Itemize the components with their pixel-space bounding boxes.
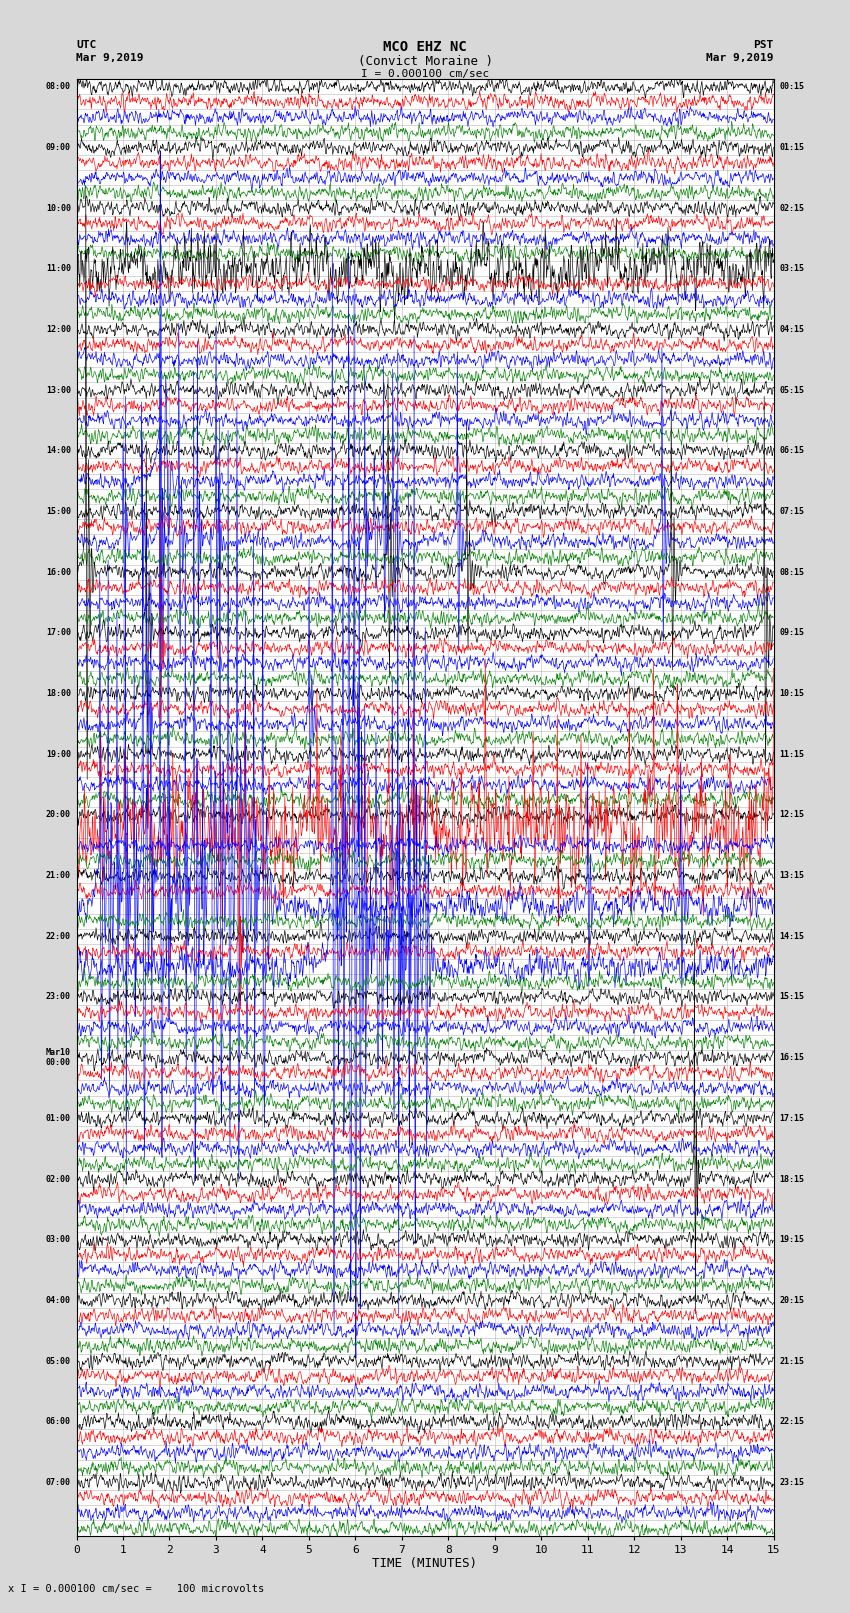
Text: 12:00: 12:00 <box>46 324 71 334</box>
Text: 19:00: 19:00 <box>46 750 71 758</box>
Text: 05:15: 05:15 <box>779 386 804 395</box>
Text: 11:00: 11:00 <box>46 265 71 273</box>
Text: 09:00: 09:00 <box>46 144 71 152</box>
Text: 18:00: 18:00 <box>46 689 71 698</box>
Text: 23:00: 23:00 <box>46 992 71 1002</box>
Text: 06:15: 06:15 <box>779 447 804 455</box>
Text: 14:00: 14:00 <box>46 447 71 455</box>
Text: 22:00: 22:00 <box>46 932 71 940</box>
Text: I = 0.000100 cm/sec: I = 0.000100 cm/sec <box>361 69 489 79</box>
Text: 12:15: 12:15 <box>779 810 804 819</box>
Text: 10:15: 10:15 <box>779 689 804 698</box>
Text: UTC: UTC <box>76 40 97 50</box>
Text: 11:15: 11:15 <box>779 750 804 758</box>
Text: 20:15: 20:15 <box>779 1295 804 1305</box>
Text: 08:00: 08:00 <box>46 82 71 90</box>
Text: 16:00: 16:00 <box>46 568 71 576</box>
Text: 04:00: 04:00 <box>46 1295 71 1305</box>
Text: 07:00: 07:00 <box>46 1478 71 1487</box>
Text: 21:15: 21:15 <box>779 1357 804 1366</box>
Text: 00:15: 00:15 <box>779 82 804 90</box>
Text: 01:15: 01:15 <box>779 144 804 152</box>
Text: 14:15: 14:15 <box>779 932 804 940</box>
Text: x I = 0.000100 cm/sec =    100 microvolts: x I = 0.000100 cm/sec = 100 microvolts <box>8 1584 264 1594</box>
Text: 18:15: 18:15 <box>779 1174 804 1184</box>
Text: 13:15: 13:15 <box>779 871 804 881</box>
X-axis label: TIME (MINUTES): TIME (MINUTES) <box>372 1558 478 1571</box>
Text: 21:00: 21:00 <box>46 871 71 881</box>
Text: 17:00: 17:00 <box>46 629 71 637</box>
Text: PST: PST <box>753 40 774 50</box>
Text: 03:00: 03:00 <box>46 1236 71 1244</box>
Text: Mar 9,2019: Mar 9,2019 <box>706 53 774 63</box>
Text: 23:15: 23:15 <box>779 1478 804 1487</box>
Text: 22:15: 22:15 <box>779 1418 804 1426</box>
Text: 19:15: 19:15 <box>779 1236 804 1244</box>
Text: 08:15: 08:15 <box>779 568 804 576</box>
Text: 06:00: 06:00 <box>46 1418 71 1426</box>
Text: 04:15: 04:15 <box>779 324 804 334</box>
Text: 13:00: 13:00 <box>46 386 71 395</box>
Text: 17:15: 17:15 <box>779 1115 804 1123</box>
Text: 20:00: 20:00 <box>46 810 71 819</box>
Text: 07:15: 07:15 <box>779 506 804 516</box>
Text: 05:00: 05:00 <box>46 1357 71 1366</box>
Text: Mar10
00:00: Mar10 00:00 <box>46 1048 71 1068</box>
Text: 16:15: 16:15 <box>779 1053 804 1061</box>
Text: 03:15: 03:15 <box>779 265 804 273</box>
Text: 02:15: 02:15 <box>779 203 804 213</box>
Text: 09:15: 09:15 <box>779 629 804 637</box>
Text: 15:00: 15:00 <box>46 506 71 516</box>
Text: Mar 9,2019: Mar 9,2019 <box>76 53 144 63</box>
Text: 02:00: 02:00 <box>46 1174 71 1184</box>
Text: (Convict Moraine ): (Convict Moraine ) <box>358 55 492 68</box>
Text: 10:00: 10:00 <box>46 203 71 213</box>
Text: 01:00: 01:00 <box>46 1115 71 1123</box>
Text: 15:15: 15:15 <box>779 992 804 1002</box>
Text: MCO EHZ NC: MCO EHZ NC <box>383 40 467 55</box>
